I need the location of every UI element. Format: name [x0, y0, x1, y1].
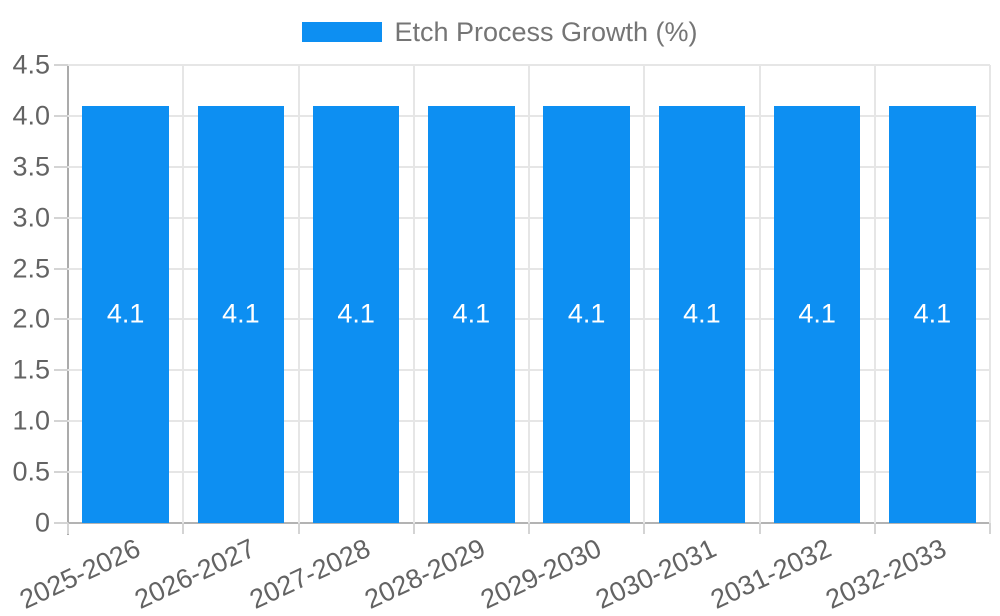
gridline-vertical: [528, 65, 530, 523]
y-tick-label: 1.5: [12, 354, 50, 385]
bar-value-label: 4.1: [567, 298, 606, 329]
x-axis-label: 2032-2033: [821, 533, 952, 615]
y-tick-label: 2.0: [12, 303, 50, 334]
bar[interactable]: 4.1: [197, 105, 285, 523]
gridline-vertical: [989, 65, 991, 523]
x-tick: [758, 523, 761, 534]
x-axis-label: 2031-2032: [706, 533, 836, 615]
y-tick: [54, 114, 68, 117]
y-tick: [54, 216, 68, 219]
bar-value-label: 4.1: [452, 298, 491, 329]
legend-label: Etch Process Growth (%): [394, 16, 698, 47]
y-tick-label: 2.5: [12, 253, 50, 284]
x-tick: [873, 523, 876, 534]
y-tick-label: 0: [34, 507, 50, 538]
y-tick-label: 4.0: [12, 100, 50, 131]
x-axis-label: 2027-2028: [245, 533, 375, 615]
x-axis-label: 2029-2030: [475, 533, 606, 615]
y-tick: [54, 165, 68, 168]
y-tick-label: 0.5: [12, 456, 50, 487]
x-tick: [528, 523, 530, 534]
bar[interactable]: 4.1: [773, 105, 861, 523]
bar[interactable]: 4.1: [312, 105, 400, 523]
x-tick: [989, 523, 991, 534]
bar[interactable]: 4.1: [889, 105, 976, 523]
gridline-vertical: [182, 65, 185, 523]
legend-item[interactable]: Etch Process Growth (%): [302, 16, 698, 48]
bar[interactable]: 4.1: [658, 105, 746, 523]
legend: Etch Process Growth (%): [0, 16, 1000, 48]
legend-swatch: [302, 22, 383, 42]
bar-value-label: 4.1: [913, 298, 952, 329]
y-tick: [54, 318, 68, 321]
y-tick-label: 3.0: [12, 202, 50, 233]
gridline-vertical: [758, 65, 761, 523]
y-tick: [54, 420, 68, 423]
bar[interactable]: 4.1: [82, 105, 169, 523]
bar[interactable]: 4.1: [428, 105, 515, 523]
bar-value-label: 4.1: [683, 298, 721, 329]
x-axis-label: 2025-2026: [14, 533, 145, 615]
gridline-vertical: [873, 65, 876, 523]
bar-value-label: 4.1: [798, 298, 836, 329]
bar-value-label: 4.1: [106, 298, 145, 329]
y-tick-label: 3.5: [12, 151, 50, 182]
y-tick: [54, 471, 68, 474]
bar-chart: Etch Process Growth (%) 0 0.5 1.0 1.5 2.0 2.5…: [0, 16, 1000, 615]
gridline-vertical: [297, 65, 300, 523]
x-axis-label: 2026-2027: [129, 533, 260, 615]
y-tick: [54, 64, 68, 66]
x-axis-label: 2028-2029: [360, 533, 491, 615]
y-tick-label: 4.5: [12, 49, 50, 80]
gridline-vertical: [412, 65, 415, 523]
y-tick: [54, 267, 68, 270]
plot-area: 0 0.5 1.0 1.5 2.0 2.5 3.0 3.5 4.0 4.5 4.1 2025-2026…: [12, 50, 991, 615]
gridline-vertical: [643, 65, 646, 523]
bar-value-label: 4.1: [222, 298, 260, 329]
bar[interactable]: 4.1: [543, 105, 630, 523]
x-tick: [412, 523, 415, 534]
y-axis-line: [67, 65, 69, 535]
y-tick: [54, 369, 68, 372]
y-tick: [54, 522, 68, 524]
x-tick: [643, 523, 646, 534]
x-axis-label: 2030-2031: [590, 533, 721, 615]
x-tick: [182, 523, 185, 534]
x-tick: [297, 523, 300, 534]
bar-value-label: 4.1: [337, 298, 375, 329]
y-tick-label: 1.0: [12, 405, 50, 436]
x-tick: [67, 523, 69, 534]
